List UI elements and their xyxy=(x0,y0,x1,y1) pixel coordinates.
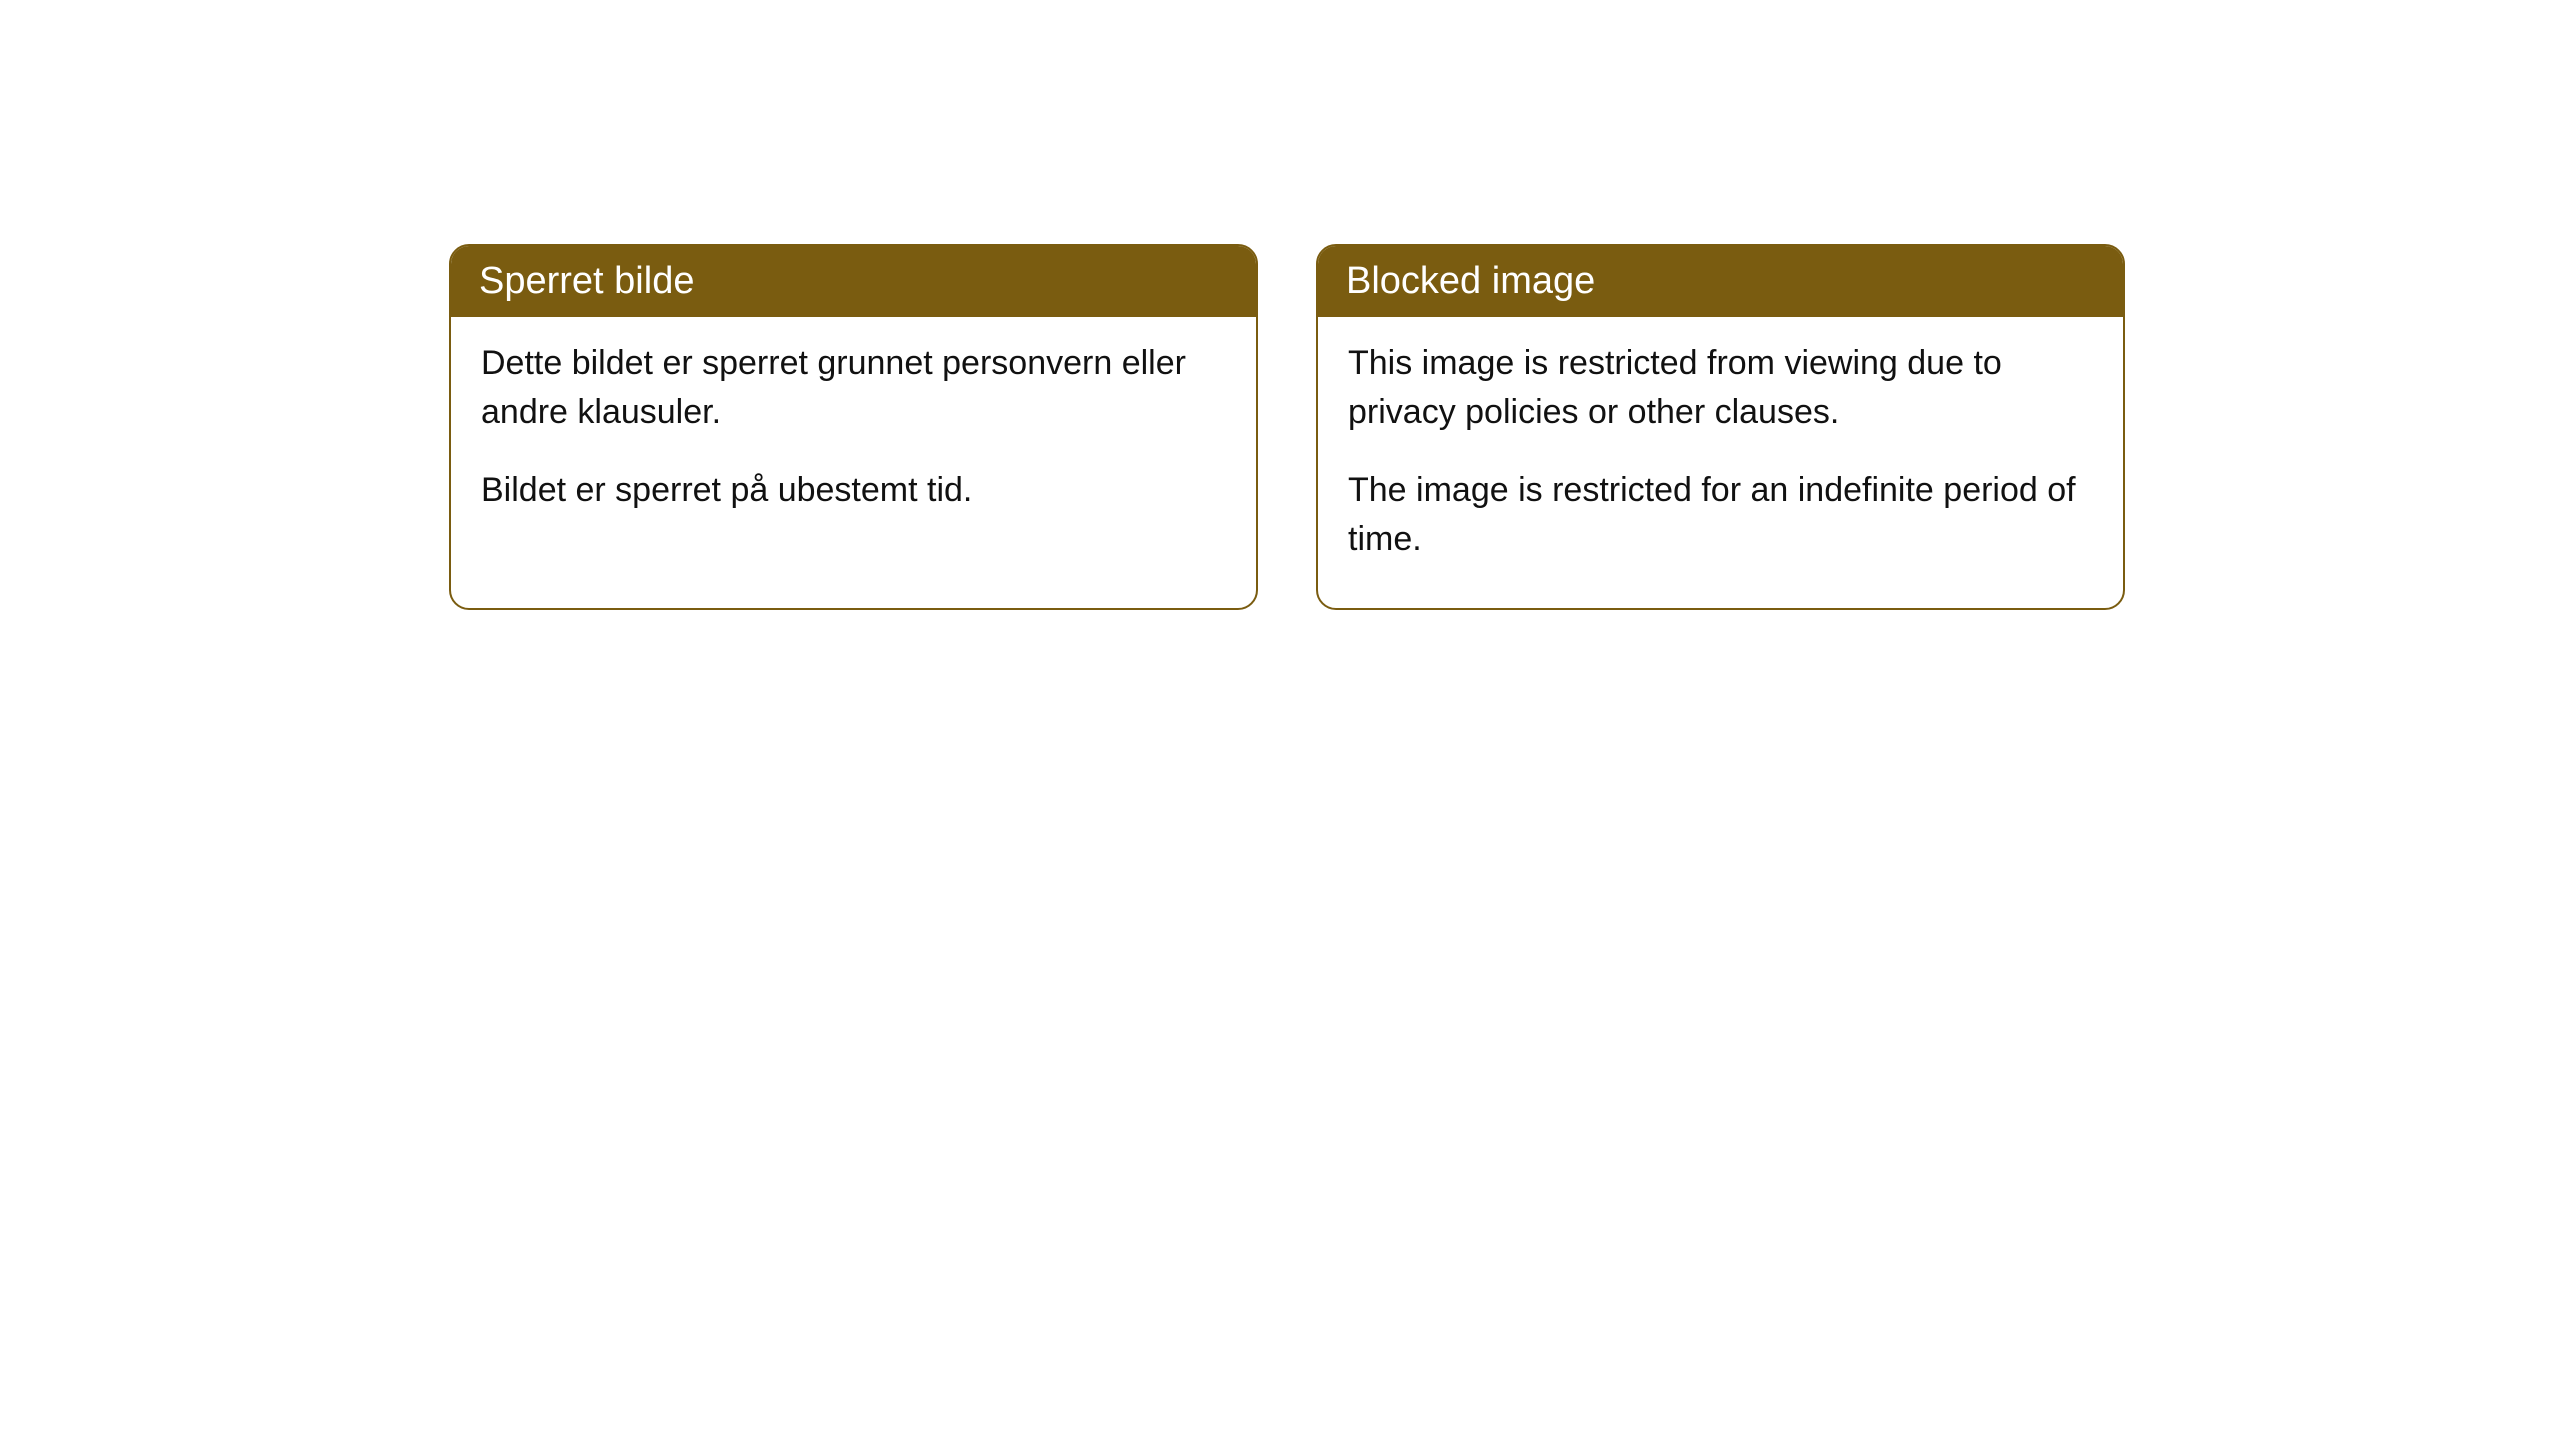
card-paragraph: The image is restricted for an indefinit… xyxy=(1348,466,2093,565)
card-paragraph: Dette bildet er sperret grunnet personve… xyxy=(481,339,1226,438)
card-paragraph: Bildet er sperret på ubestemt tid. xyxy=(481,466,1226,515)
card-title: Sperret bilde xyxy=(451,246,1256,317)
card-title: Blocked image xyxy=(1318,246,2123,317)
card-body: Dette bildet er sperret grunnet personve… xyxy=(451,317,1256,559)
notice-cards-container: Sperret bilde Dette bildet er sperret gr… xyxy=(0,0,2560,610)
card-body: This image is restricted from viewing du… xyxy=(1318,317,2123,608)
notice-card-norwegian: Sperret bilde Dette bildet er sperret gr… xyxy=(449,244,1258,610)
card-paragraph: This image is restricted from viewing du… xyxy=(1348,339,2093,438)
notice-card-english: Blocked image This image is restricted f… xyxy=(1316,244,2125,610)
